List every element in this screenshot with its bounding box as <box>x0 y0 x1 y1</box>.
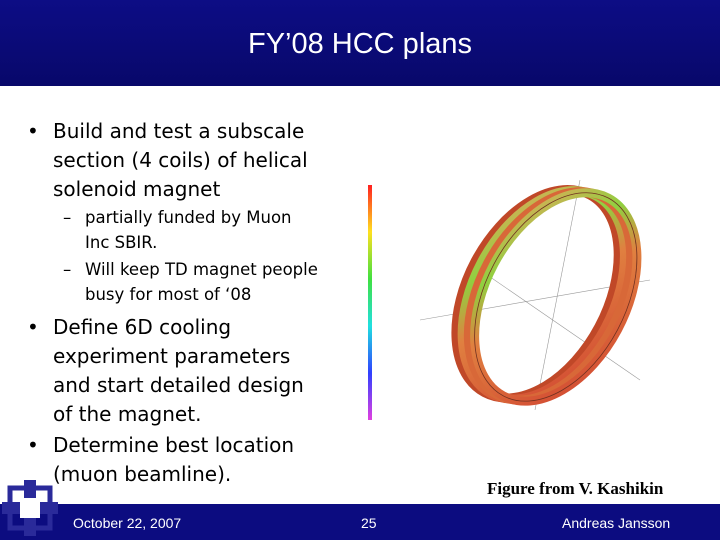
bullet-marker: • <box>27 433 39 457</box>
color-scale <box>368 185 372 420</box>
footer-bar <box>0 504 720 540</box>
footer-date: October 22, 2007 <box>73 515 182 531</box>
slide-title: FY’08 HCC plans <box>247 28 473 60</box>
bullet-text: experiment parameters <box>53 344 291 368</box>
footer-page: 25 <box>361 515 377 531</box>
sub-bullet-marker: – <box>63 260 72 279</box>
figure-caption: Figure from V. Kashikin <box>487 479 664 498</box>
bullet-text: Determine best location <box>53 433 295 457</box>
coils <box>451 185 642 406</box>
bullet-marker: • <box>27 315 39 339</box>
sub-bullet-text: partially funded by Muon <box>85 208 292 227</box>
bullet-marker: • <box>27 119 39 143</box>
footer-author: Andreas Jansson <box>562 515 671 531</box>
sub-bullet-text: busy for most of ‘08 <box>85 285 252 304</box>
figure <box>368 179 651 420</box>
sub-bullet-text: Will keep TD magnet people <box>85 260 318 279</box>
bullet-text: (muon beamline). <box>53 462 232 486</box>
title-bar <box>0 0 720 86</box>
bullet-text: of the magnet. <box>53 402 202 426</box>
bullet-text: Define 6D cooling <box>53 315 232 339</box>
sub-bullet-text: Inc SBIR. <box>85 233 158 252</box>
bullet-text: section (4 coils) of helical <box>53 148 308 172</box>
logo <box>2 480 58 536</box>
bullet-text: Build and test a subscale <box>53 119 305 143</box>
bullet-text: solenoid magnet <box>53 177 221 201</box>
sub-bullet-marker: – <box>63 208 72 227</box>
bullet-text: and start detailed design <box>53 373 304 397</box>
